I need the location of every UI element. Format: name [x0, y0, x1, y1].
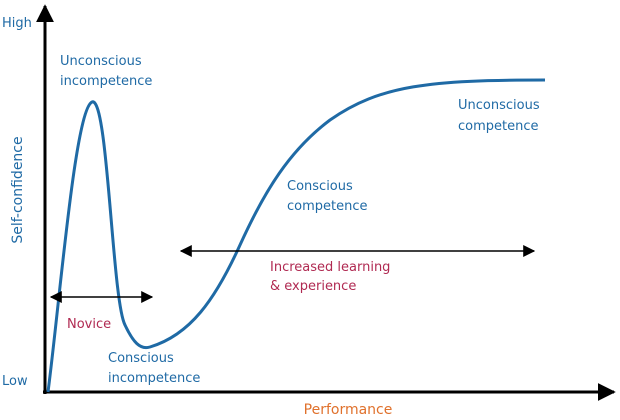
span-label: Novice	[67, 317, 111, 332]
x-title: Performance	[304, 402, 393, 418]
stage-label: incompetence	[108, 371, 200, 386]
stage-label: Conscious	[108, 351, 174, 366]
y-title: Self-confidence	[10, 136, 26, 243]
y-high-label: High	[2, 16, 32, 31]
y-low-label: Low	[2, 374, 28, 389]
span-label: Increased learning	[270, 260, 390, 275]
stage-label: competence	[287, 199, 368, 214]
span-label: & experience	[270, 279, 356, 294]
stage-label: Unconscious	[458, 98, 540, 113]
confidence-curve	[46, 78, 546, 393]
stage-label: Conscious	[287, 179, 353, 194]
stage-label: incompetence	[60, 74, 152, 89]
stage-label: Unconscious	[60, 54, 142, 69]
stage-label: competence	[458, 119, 539, 134]
